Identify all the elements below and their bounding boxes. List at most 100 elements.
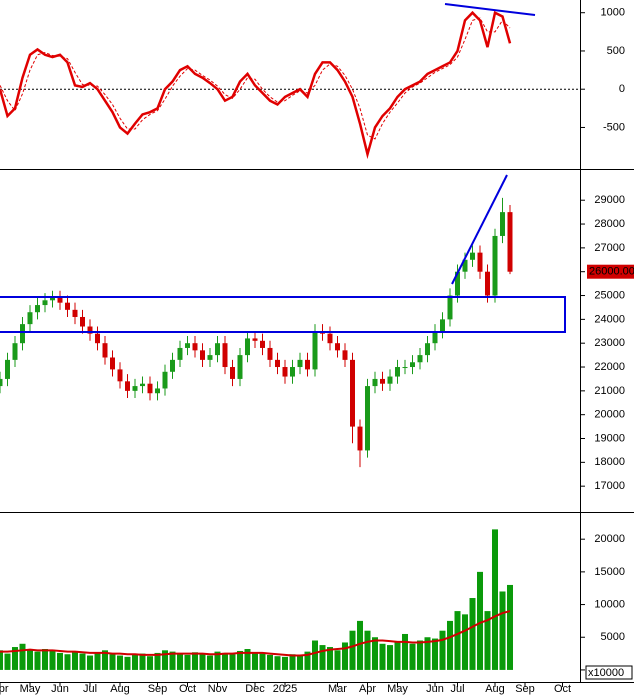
candle-body (440, 319, 445, 332)
volume-average-line (0, 610, 511, 657)
x-tick-label: Aug (110, 683, 130, 695)
candle-body (380, 378, 385, 384)
volume-bar (402, 633, 408, 670)
volume-bar (409, 643, 416, 670)
last-price-box (587, 264, 634, 279)
unit-box (585, 665, 633, 680)
candle-body (87, 326, 93, 334)
candle-body (207, 355, 213, 360)
candle-body (35, 305, 40, 313)
x-tick-label: Oct (179, 683, 196, 695)
x-tick-label: Apr (359, 683, 376, 695)
x-tick-label: Aug (485, 683, 505, 695)
candle-body (185, 343, 190, 348)
unit-label: x10000 (588, 667, 624, 679)
x-tick-label: Sep (148, 683, 168, 695)
volume-bar (297, 654, 303, 670)
volume-bar (102, 650, 108, 670)
volume-bar (147, 656, 153, 670)
y-tick-label: 27000 (594, 242, 625, 254)
y-tick-label: 500 (607, 45, 625, 57)
volume-bar (124, 656, 131, 670)
candle-body (20, 324, 25, 344)
candle-body (417, 355, 423, 363)
candle-body (402, 367, 408, 369)
candle-body (155, 388, 160, 394)
candle-body (42, 300, 48, 306)
volume-bar (252, 652, 258, 670)
last-price-label: 26000.00 (589, 266, 634, 278)
volume-bar (162, 650, 168, 670)
volume-bar (424, 637, 431, 670)
volume-bar (417, 640, 423, 670)
y-tick-label: 28000 (594, 218, 625, 230)
candle-body (470, 252, 475, 260)
x-tick-label: Jul (83, 683, 97, 695)
volume-bar (34, 651, 41, 670)
candle-body (305, 359, 310, 370)
volume-bar (507, 584, 513, 670)
volume-bar (364, 630, 371, 670)
candle-body (215, 343, 220, 356)
volume-bar (432, 638, 438, 670)
volume-bar (282, 656, 288, 670)
candle-body (110, 357, 115, 370)
candle-body (297, 359, 303, 368)
trend-line (451, 174, 508, 285)
volume-bar (312, 640, 318, 670)
candle-body (275, 359, 280, 368)
candle-body (27, 312, 33, 325)
volume-bar (64, 654, 71, 670)
volume-bar (394, 642, 401, 670)
volume-bar (184, 654, 191, 670)
candle-body (65, 302, 70, 310)
volume-bar (357, 620, 363, 670)
y-tick-label: 20000 (594, 409, 625, 421)
y-tick-label: 1000 (601, 7, 625, 19)
candle-body (50, 297, 55, 301)
volume-bar (199, 654, 206, 670)
candle-body (102, 343, 108, 358)
x-tick-label: Jun (426, 683, 444, 695)
candle-body (5, 359, 10, 379)
volume-bar (267, 654, 273, 670)
x-tick-label: May (387, 683, 408, 695)
volume-bar (274, 656, 281, 670)
candle-body (0, 378, 3, 387)
candle-body (395, 367, 400, 377)
candle-body (507, 212, 513, 272)
volume-bar (477, 571, 483, 670)
volume-bar (349, 630, 356, 670)
candle-body (290, 367, 295, 377)
y-tick-label: 22000 (594, 361, 625, 373)
candle-body (147, 383, 153, 394)
volume-bar (222, 652, 228, 670)
volume-bar (499, 591, 506, 670)
volume-bar (492, 529, 498, 670)
volume-bar (304, 651, 311, 670)
candle-body (500, 212, 505, 236)
volume-bar (117, 655, 123, 670)
volume-bar (469, 598, 476, 670)
candle-body (95, 333, 100, 344)
y-tick-label: 0 (619, 83, 625, 95)
candle-body (447, 295, 453, 320)
volume-bar (192, 652, 198, 670)
volume-bar (334, 650, 341, 670)
volume-bar (319, 645, 326, 670)
volume-bar (207, 655, 213, 670)
x-tick-label: Apr (0, 683, 9, 695)
volume-bar (387, 645, 393, 670)
candle-body (72, 309, 78, 317)
volume-bar (289, 654, 296, 670)
volume-bar (462, 614, 468, 670)
candle-body (425, 343, 430, 356)
y-tick-label: 20000 (594, 533, 625, 545)
oscillator-line (0, 10, 512, 160)
volume-bar (454, 611, 461, 670)
volume-bar (177, 653, 183, 670)
volume-bar (42, 649, 48, 670)
candle-body (387, 376, 393, 384)
